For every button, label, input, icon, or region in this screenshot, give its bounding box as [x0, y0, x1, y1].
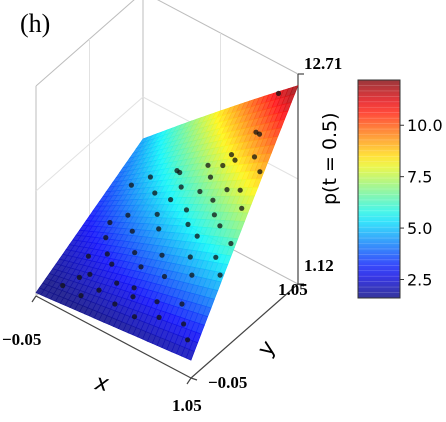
data-point — [256, 131, 263, 137]
surface-patch — [185, 349, 195, 361]
colorbar-gradient — [358, 80, 400, 298]
y-tick-label-min: −0.05 — [208, 373, 247, 392]
data-point — [217, 272, 223, 278]
data-point — [239, 205, 245, 211]
colorbar-tick-label: 7.5 — [407, 168, 432, 187]
data-point — [257, 169, 263, 175]
data-point — [60, 282, 66, 289]
data-point — [210, 197, 216, 203]
data-point — [179, 301, 185, 307]
data-point — [107, 219, 113, 226]
data-point — [130, 294, 136, 300]
z-tick-label-max: 12.71 — [304, 54, 342, 73]
data-point — [178, 184, 184, 190]
data-point — [147, 174, 153, 180]
data-point — [251, 154, 258, 160]
data-point — [156, 226, 162, 232]
data-point — [78, 293, 84, 299]
data-point — [138, 264, 144, 270]
x-tick-label-min: −0.05 — [2, 330, 41, 349]
data-point — [159, 252, 165, 258]
colorbar-frame — [357, 79, 401, 299]
data-point — [125, 212, 131, 218]
panel-label: (h) — [20, 9, 50, 38]
data-point — [187, 254, 193, 260]
data-point — [205, 162, 211, 168]
data-point — [104, 251, 110, 257]
x-tick-label-max: 1.05 — [172, 396, 202, 415]
data-point — [112, 301, 118, 307]
colorbar-tick-label: 2.5 — [407, 270, 432, 289]
z-axis-label: p(t = 0.5) — [319, 112, 341, 205]
colorbar: 2.5 5.0 7.5 10.0 — [357, 79, 443, 299]
data-point — [207, 174, 214, 180]
data-point — [232, 157, 238, 163]
data-point — [224, 187, 230, 193]
data-point — [154, 211, 160, 217]
y-axis-line — [190, 283, 299, 379]
data-point — [128, 182, 134, 188]
data-point — [87, 271, 93, 277]
data-point — [185, 221, 191, 227]
x-tick — [31, 295, 37, 303]
data-point — [181, 321, 187, 327]
data-point — [156, 314, 162, 320]
data-point — [194, 233, 200, 239]
data-point — [217, 223, 223, 229]
data-point — [213, 254, 219, 260]
data-point — [131, 285, 137, 291]
data-point — [174, 168, 180, 174]
data-point — [154, 299, 160, 305]
data-point — [152, 190, 158, 196]
y-tick — [190, 377, 198, 381]
y-tick-label-max: 1.05 — [278, 280, 308, 299]
data-point — [220, 162, 226, 169]
x-axis-label: x — [92, 370, 111, 397]
data-point — [132, 250, 138, 256]
y-axis-label: y — [253, 336, 281, 361]
x-axis-line — [35, 295, 192, 379]
data-point — [237, 187, 243, 193]
data-point — [228, 240, 234, 247]
data-point — [183, 207, 190, 213]
z-tick-label-min: 1.12 — [304, 256, 334, 275]
data-point — [96, 287, 102, 293]
data-point — [131, 314, 138, 320]
data-point — [228, 152, 235, 158]
data-point — [85, 253, 91, 259]
grid-line — [35, 96, 144, 192]
colorbar-tick-label: 5.0 — [407, 219, 432, 238]
x-tick — [186, 377, 192, 385]
data-point — [103, 235, 109, 241]
colorbar-tick-label: 10.0 — [407, 116, 443, 135]
data-point — [129, 228, 135, 234]
scatter-points — [60, 90, 282, 343]
data-point — [109, 261, 115, 267]
data-point — [114, 280, 120, 286]
data-point — [275, 90, 282, 96]
data-point — [185, 337, 191, 343]
data-point — [211, 212, 217, 218]
data-point — [76, 274, 82, 280]
data-point — [161, 273, 168, 280]
data-point — [168, 197, 174, 203]
data-point — [189, 272, 195, 278]
data-point — [197, 188, 203, 195]
